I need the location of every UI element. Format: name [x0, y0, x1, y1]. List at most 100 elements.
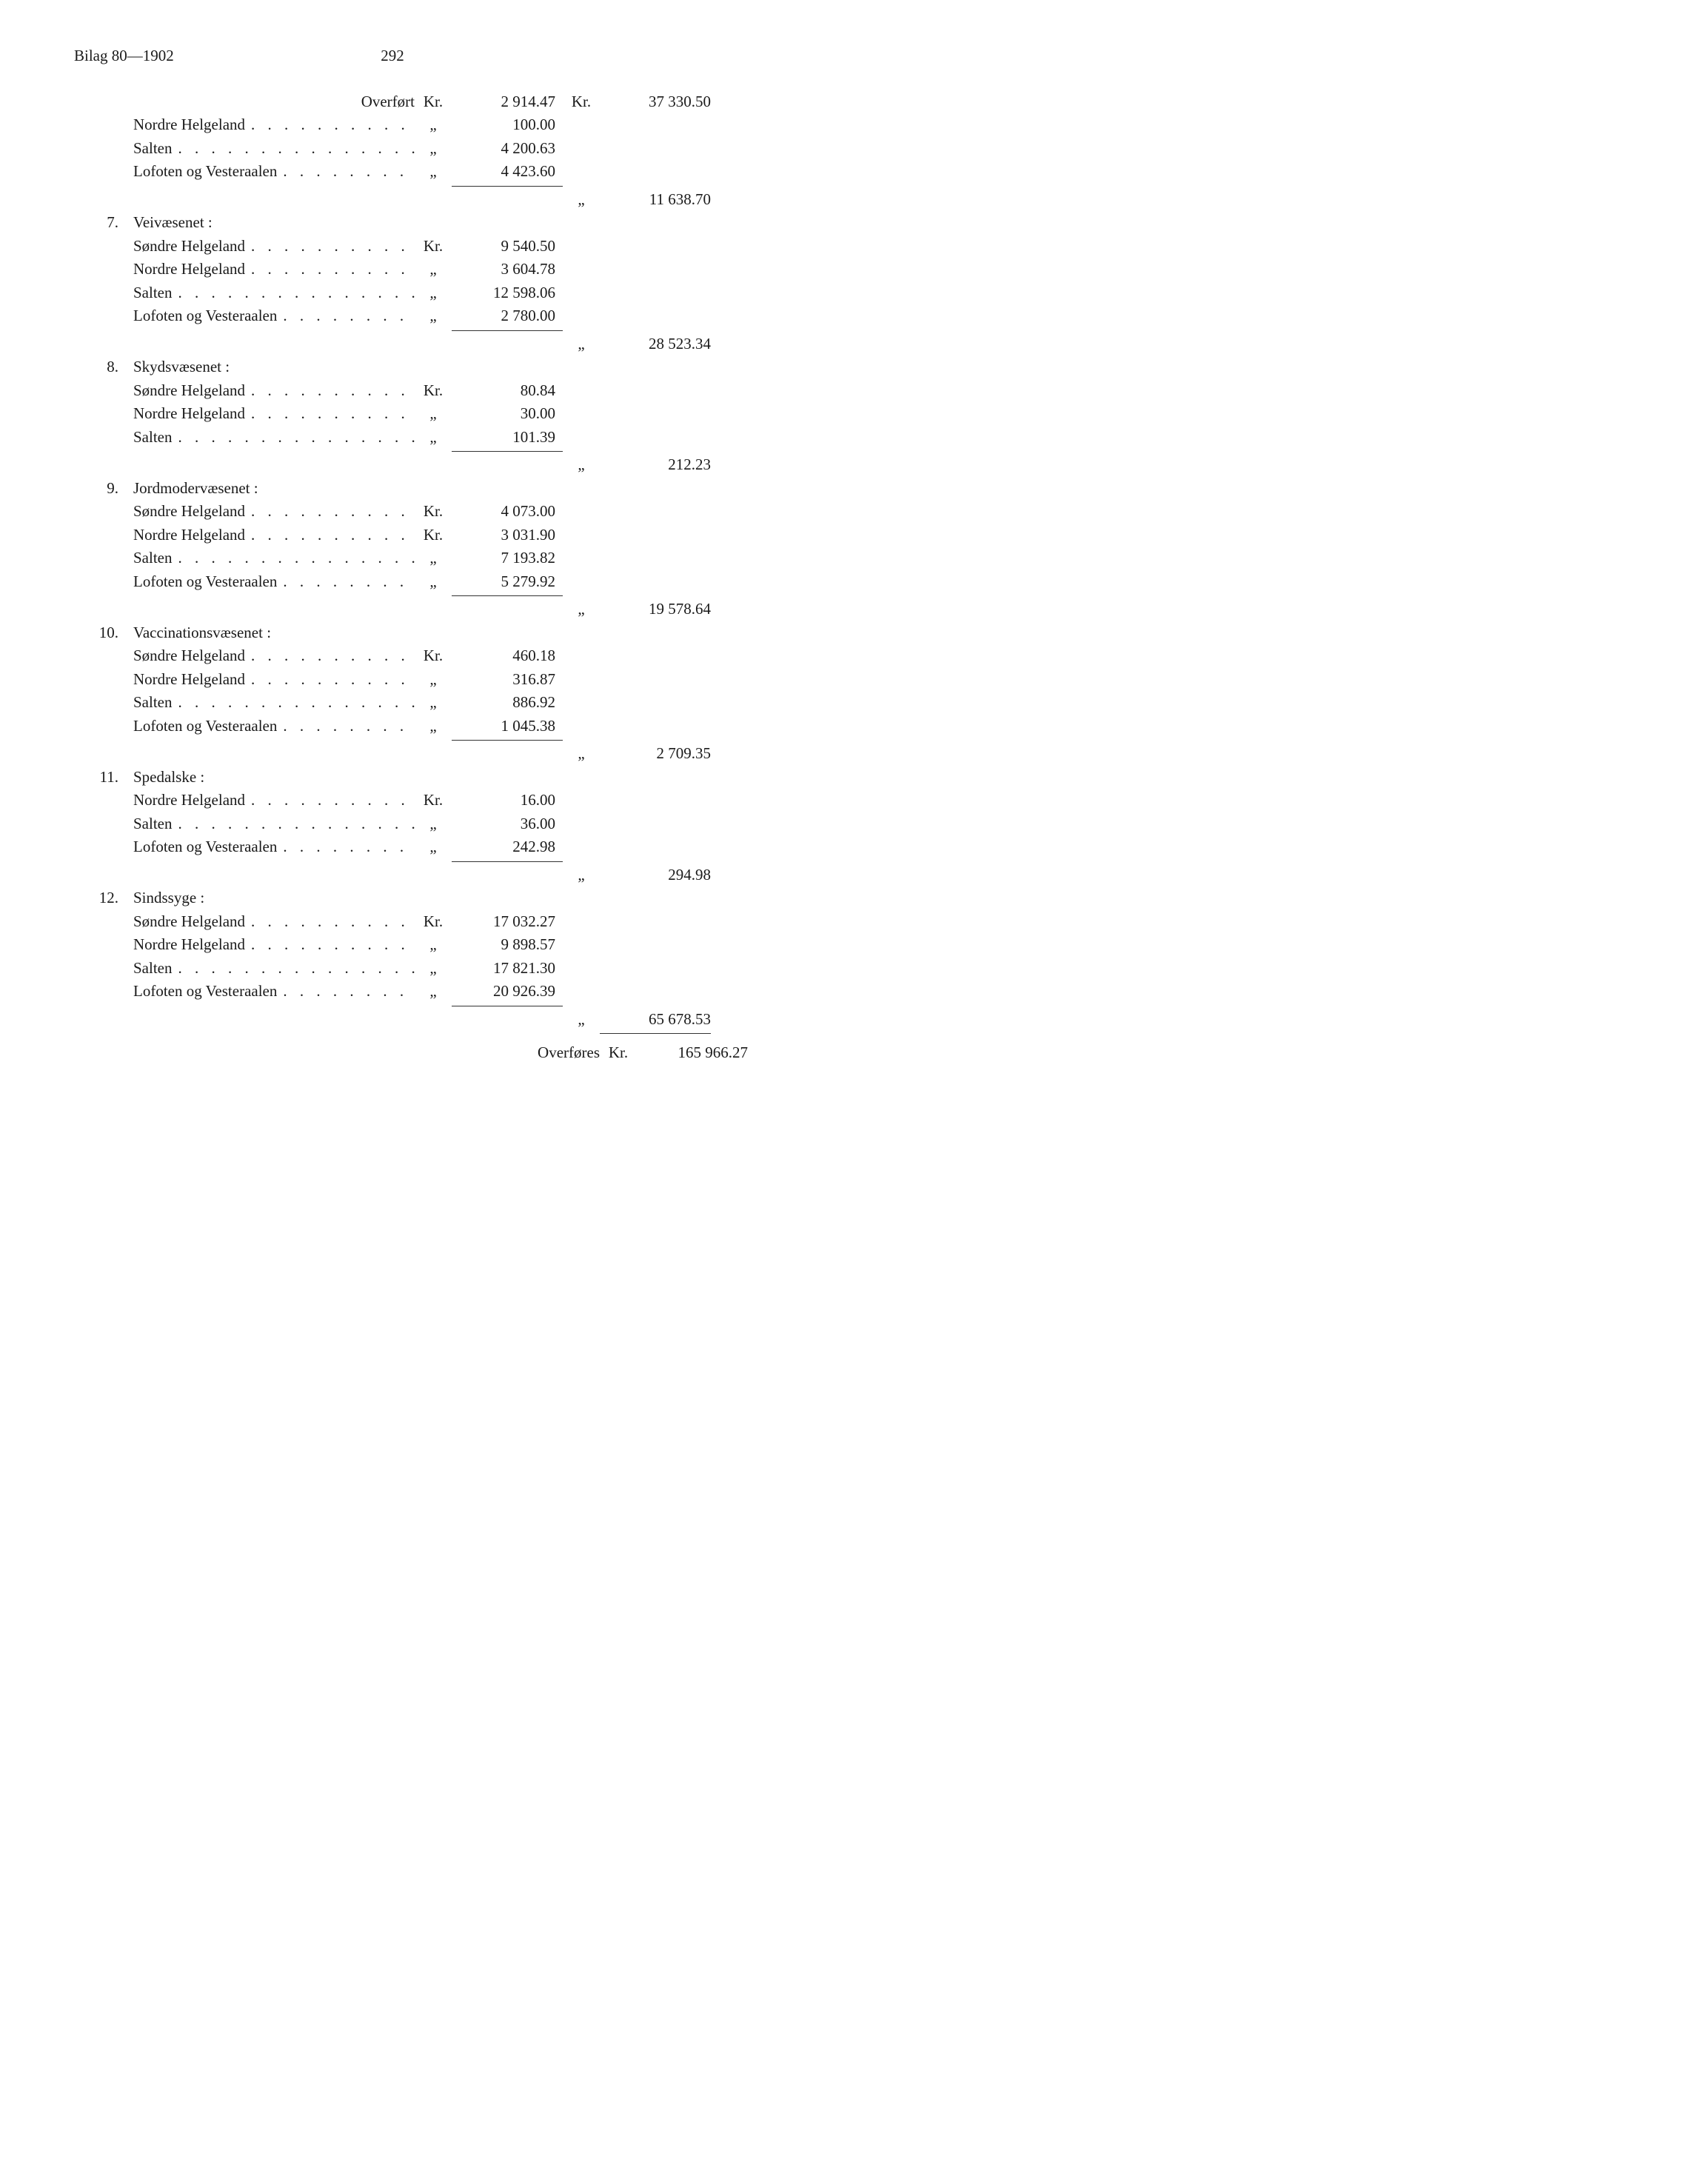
- row-label: Salten: [133, 426, 173, 450]
- row-amount: 4 200.63: [452, 137, 563, 161]
- ledger-row: Salten . . . . . . . . . . . . . . . . .…: [89, 691, 1632, 715]
- leader-dots: . . . . . . . . . . . . . . . . . . .: [245, 235, 415, 258]
- row-unit: „: [415, 281, 452, 305]
- leader-dots: . . . . . . . . . . . . . . . . . . .: [173, 691, 415, 715]
- subtotal-row: „ 65 678.53: [89, 1008, 1632, 1032]
- subtotal-row: „ 11 638.70: [89, 188, 1632, 212]
- subtotal-unit: „: [563, 742, 600, 766]
- leader-dots: . . . . . . . . . . . . . . . . . . .: [245, 379, 415, 403]
- leader-dots: . . . . . . . . . . . . . . . . . . .: [173, 812, 415, 836]
- row-label: Nordre Helgeland: [133, 402, 245, 426]
- subtotal-row: „ 19 578.64: [89, 598, 1632, 621]
- row-label: Lofoten og Vesteraalen: [133, 835, 277, 859]
- footer-amount: 165 966.27: [637, 1041, 748, 1065]
- row-label: Nordre Helgeland: [133, 258, 245, 281]
- subtotal-rule: [452, 595, 563, 596]
- row-amount: 12 598.06: [452, 281, 563, 305]
- row-amount: 4 423.60: [452, 160, 563, 184]
- leader-dots: . . . . . . . . . . . . . . . . . . .: [173, 137, 415, 161]
- subtotal-amount: 11 638.70: [600, 188, 711, 212]
- section-number: 11.: [89, 766, 133, 789]
- row-unit: „: [415, 258, 452, 281]
- ledger-row: Salten . . . . . . . . . . . . . . . . .…: [89, 812, 1632, 836]
- section-title: Sindssyge :: [133, 886, 204, 910]
- row-unit: Kr.: [415, 524, 452, 547]
- row-label: Salten: [133, 281, 173, 305]
- ledger-row: Søndre Helgeland . . . . . . . . . . . .…: [89, 235, 1632, 258]
- header-left: Bilag 80—1902: [74, 44, 355, 68]
- ledger-row: Nordre Helgeland . . . . . . . . . . . .…: [89, 258, 1632, 281]
- ledger-row: Søndre Helgeland . . . . . . . . . . . .…: [89, 910, 1632, 934]
- ledger-row: Salten . . . . . . . . . . . . . . . . .…: [89, 281, 1632, 305]
- footer-row: Overføres Kr. 165 966.27: [89, 1041, 1632, 1065]
- row-amount: 3 604.78: [452, 258, 563, 281]
- overfoert-amount: 2 914.47: [452, 90, 563, 114]
- overfoert-total: 37 330.50: [600, 90, 711, 114]
- subtotal-amount: 294.98: [600, 864, 711, 887]
- row-label: Lofoten og Vesteraalen: [133, 715, 277, 738]
- row-amount: 5 279.92: [452, 570, 563, 594]
- leader-dots: . . . . . . . . . . . . . . . . . . .: [245, 500, 415, 524]
- row-amount: 316.87: [452, 668, 563, 692]
- subtotal-amount: 2 709.35: [600, 742, 711, 766]
- row-unit: „: [415, 957, 452, 981]
- leader-dots: . . . . . . . . . . . . . . . . . . .: [277, 980, 415, 1003]
- row-amount: 3 031.90: [452, 524, 563, 547]
- row-unit: „: [415, 160, 452, 184]
- row-unit: „: [415, 980, 452, 1003]
- overfoert-unit: Kr.: [415, 90, 452, 114]
- row-amount: 7 193.82: [452, 547, 563, 570]
- row-amount: 4 073.00: [452, 500, 563, 524]
- row-unit: „: [415, 691, 452, 715]
- row-unit: Kr.: [415, 789, 452, 812]
- section-title: Spedalske :: [133, 766, 204, 789]
- subtotal-rule: [452, 451, 563, 452]
- row-label: Nordre Helgeland: [133, 668, 245, 692]
- page-number: 292: [355, 44, 429, 68]
- section-header: 9. Jordmodervæsenet :: [89, 477, 1632, 501]
- row-unit: „: [415, 137, 452, 161]
- row-unit: „: [415, 113, 452, 137]
- subtotal-amount: 212.23: [600, 453, 711, 477]
- row-unit: „: [415, 812, 452, 836]
- leader-dots: . . . . . . . . . . . . . . . . . . .: [277, 835, 415, 859]
- ledger-row: Søndre Helgeland . . . . . . . . . . . .…: [89, 500, 1632, 524]
- row-label: Lofoten og Vesteraalen: [133, 570, 277, 594]
- leader-dots: . . . . . . . . . . . . . . . . . . .: [245, 910, 415, 934]
- section-number: 7.: [89, 211, 133, 235]
- ledger-row: Nordre Helgeland . . . . . . . . . . . .…: [89, 789, 1632, 812]
- section-number: 10.: [89, 621, 133, 645]
- subtotal-amount: 65 678.53: [600, 1008, 711, 1032]
- row-label: Lofoten og Vesteraalen: [133, 160, 277, 184]
- leader-dots: . . . . . . . . . . . . . . . . . . .: [245, 789, 415, 812]
- section-number: 9.: [89, 477, 133, 501]
- row-label: Søndre Helgeland: [133, 500, 245, 524]
- section-header: 8. Skydsvæsenet :: [89, 355, 1632, 379]
- ledger-row: Salten . . . . . . . . . . . . . . . . .…: [89, 957, 1632, 981]
- row-amount: 9 898.57: [452, 933, 563, 957]
- subtotal-row: „ 212.23: [89, 453, 1632, 477]
- section-header: 10. Vaccinationsvæsenet :: [89, 621, 1632, 645]
- section-title: Vaccinationsvæsenet :: [133, 621, 271, 645]
- row-label: Nordre Helgeland: [133, 113, 245, 137]
- row-unit: Kr.: [415, 235, 452, 258]
- subtotal-amount: 19 578.64: [600, 598, 711, 621]
- ledger-row: Lofoten og Vesteraalen . . . . . . . . .…: [89, 160, 1632, 184]
- ledger-row: Lofoten og Vesteraalen . . . . . . . . .…: [89, 980, 1632, 1003]
- row-label: Søndre Helgeland: [133, 379, 245, 403]
- row-unit: „: [415, 933, 452, 957]
- ledger-row: Lofoten og Vesteraalen . . . . . . . . .…: [89, 304, 1632, 328]
- row-unit: „: [415, 570, 452, 594]
- section-header: 11. Spedalske :: [89, 766, 1632, 789]
- leader-dots: . . . . . . . . . . . . . . . . . . .: [245, 113, 415, 137]
- row-amount: 2 780.00: [452, 304, 563, 328]
- row-unit: „: [415, 304, 452, 328]
- section-header: 7. Veivæsenet :: [89, 211, 1632, 235]
- row-label: Søndre Helgeland: [133, 910, 245, 934]
- row-label: Salten: [133, 812, 173, 836]
- row-label: Salten: [133, 547, 173, 570]
- leader-dots: . . . . . . . . . . . . . . . . . . .: [245, 402, 415, 426]
- leader-dots: . . . . . . . . . . . . . . . . . . .: [245, 644, 415, 668]
- row-unit: „: [415, 668, 452, 692]
- overfoert-label: Overført: [361, 90, 415, 114]
